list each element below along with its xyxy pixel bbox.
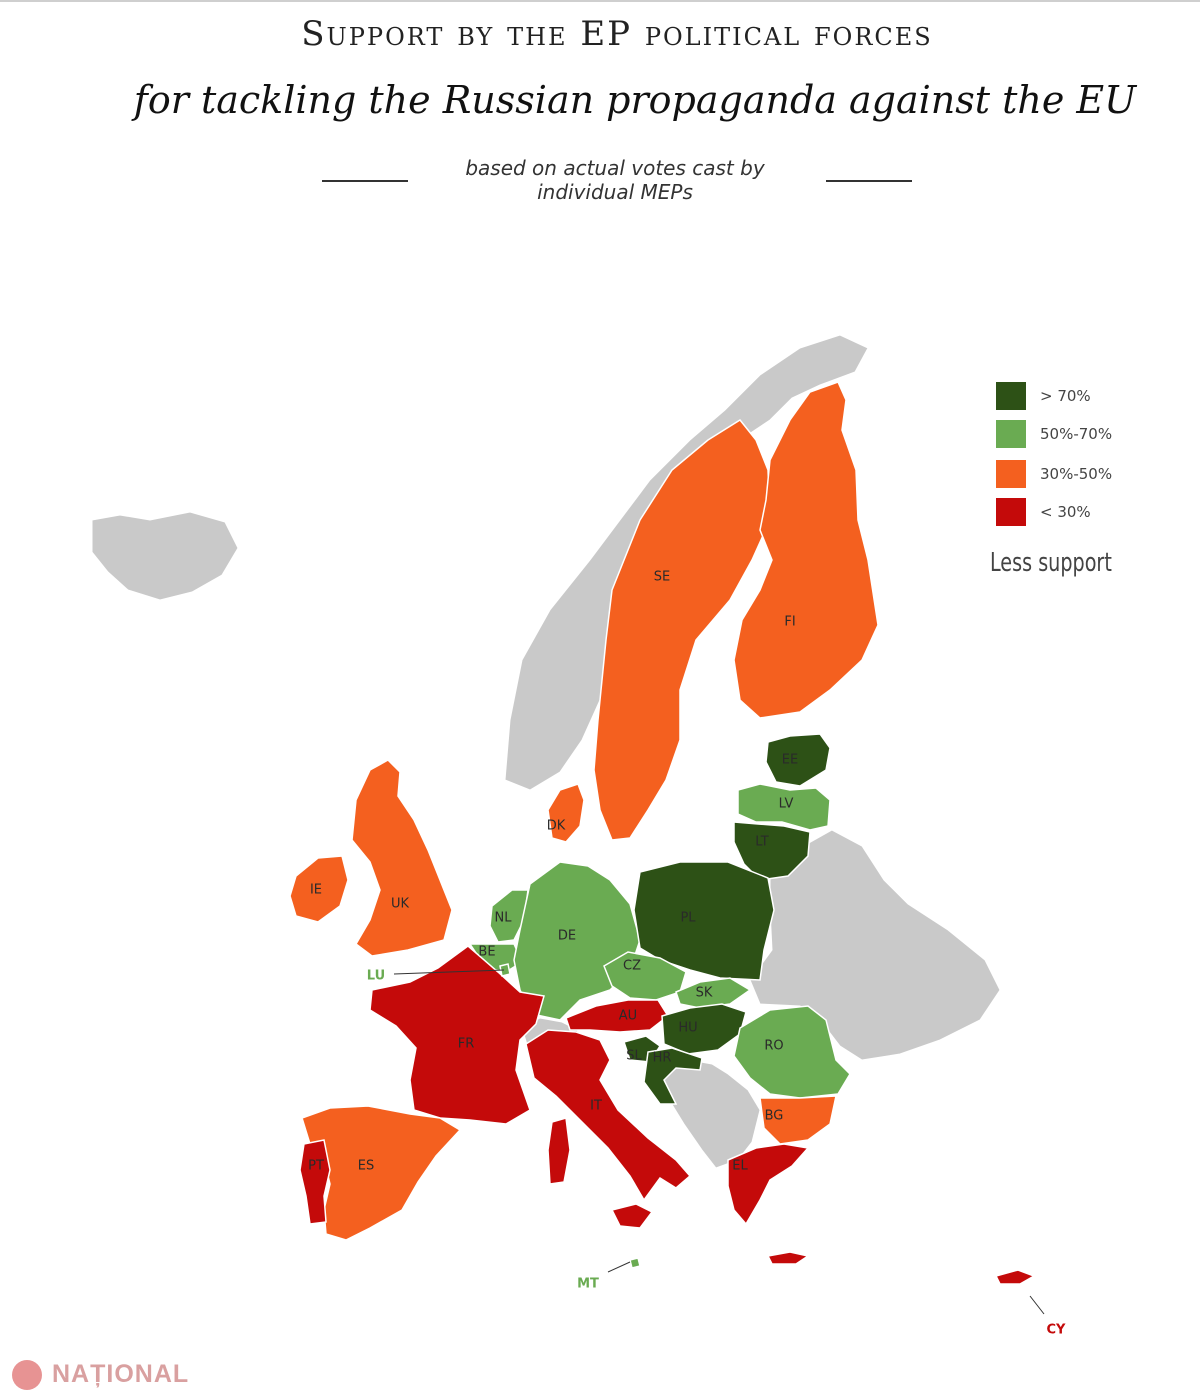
country-pt [299,1139,331,1225]
country-hr [643,1047,703,1105]
country-lu [499,963,511,977]
legend-item: > 70% [996,382,1186,410]
country-uk [351,759,453,957]
country-label-el: EL [732,1159,748,1174]
legend-swatch [996,420,1026,448]
russia-belarus-ukraine-shape [749,829,1001,1061]
country-label-fi: FI [784,615,795,630]
country-fi [733,381,879,719]
country-label-sk: SK [696,986,713,1001]
callout-line-lu [393,969,505,975]
country-label-uk: UK [391,897,410,912]
country-label-lv: LV [779,797,794,812]
country-label-lt: LT [755,835,768,850]
legend-swatch [996,382,1026,410]
subtitle-line-1: based on actual votes cast by [465,156,765,180]
country-label-cz: CZ [623,959,641,974]
country-label-sl: SL [626,1049,642,1064]
country-lt [733,821,811,881]
country-se [593,419,771,841]
national-logo-icon [12,1360,42,1390]
country-it [525,1029,692,1202]
country-label-nl: NL [495,911,513,926]
legend-item: 50%-70% [996,420,1186,448]
subtitle-line-2: individual MEPs [537,180,693,204]
country-label-ee: EE [782,753,798,768]
country-label-de: DE [558,929,576,944]
country-dk [547,783,585,843]
country-de [513,861,641,1021]
country-el [727,1143,810,1226]
legend-item: 30%-50% [996,460,1186,488]
legend-swatch [996,498,1026,526]
country-label-bg: BG [765,1109,784,1124]
legend-label: 30%-50% [1040,465,1113,483]
subtitle: based on actual votes cast by individual… [430,156,800,204]
country-fr [369,945,545,1125]
country-label-ie: IE [310,883,322,898]
legend-label: > 70% [1040,387,1091,405]
country-au [565,999,669,1033]
country-label-hu: HU [678,1021,697,1036]
country-label-hr: HR [653,1051,672,1066]
country-label-ro: RO [764,1039,783,1054]
country-cy [994,1269,1036,1285]
country-label-pt: PT [308,1159,324,1174]
watermark: NAȚIONAL [10,1356,260,1392]
country-label-be: BE [478,945,495,960]
legend-label: < 30% [1040,503,1091,521]
country-sardinia [547,1117,571,1185]
country-sicily [610,1203,654,1229]
country-crete [766,1251,810,1265]
top-border [0,0,1200,2]
country-label-mt: MT [577,1277,599,1292]
legend-item: < 30% [996,498,1186,526]
country-ee [765,733,831,787]
iceland-shape [91,511,239,601]
country-label-cy: CY [1047,1323,1067,1338]
callout-line-cy [1029,1295,1045,1315]
country-ie [289,855,349,923]
country-label-lu: LU [367,969,385,984]
legend-note: Less support [990,548,1112,578]
country-label-pl: PL [680,911,696,926]
subtitle-rule-right [826,180,912,182]
country-label-es: ES [358,1159,374,1174]
title-line-2: for tackling the Russian propaganda agai… [133,78,1137,122]
country-label-it: IT [590,1099,602,1114]
subtitle-rule-left [322,180,408,182]
country-sk [675,977,752,1009]
country-pl [633,861,775,981]
country-mt [629,1257,641,1269]
country-hu [661,1003,747,1055]
country-lv [737,783,831,831]
legend-label: 50%-70% [1040,425,1113,443]
watermark-text: NAȚIONAL [52,1360,190,1388]
country-label-fr: FR [458,1037,475,1052]
callout-line-mt [607,1261,631,1273]
title-line-1: Support by the EP political forces [301,14,933,54]
country-label-au: AU [619,1009,637,1024]
country-ro [733,1005,851,1099]
legend-swatch [996,460,1026,488]
country-label-se: SE [654,570,670,585]
country-nl [489,889,529,943]
country-label-dk: DK [547,819,566,834]
balkans-shape [661,1059,761,1169]
country-bg [759,1095,837,1145]
